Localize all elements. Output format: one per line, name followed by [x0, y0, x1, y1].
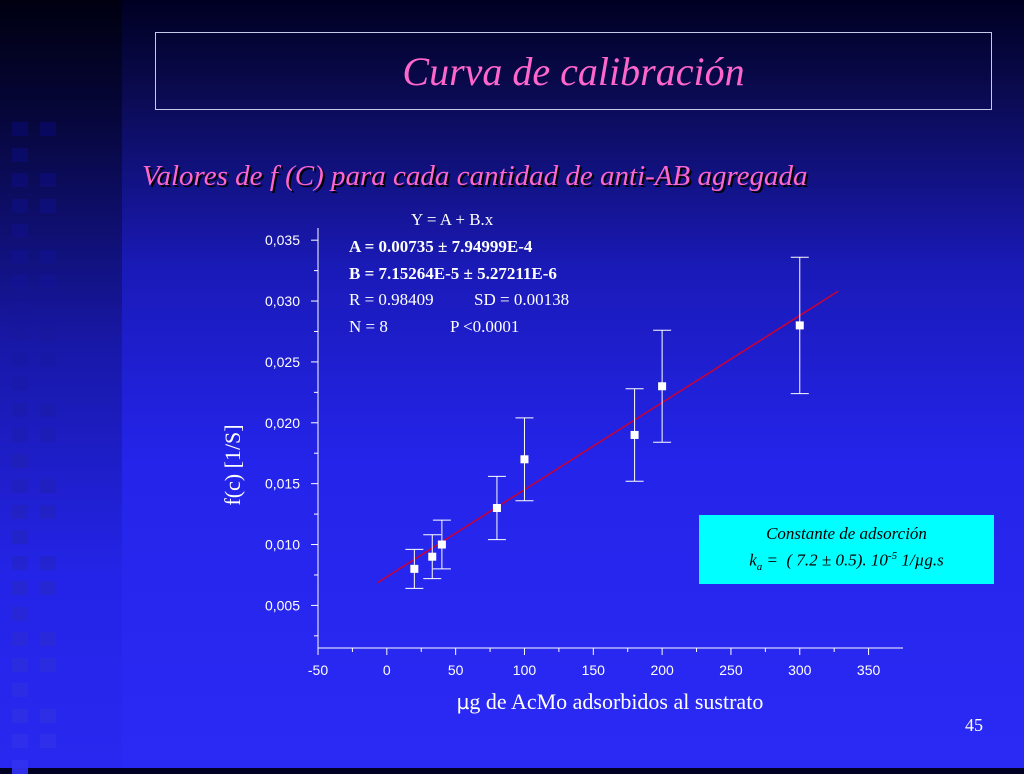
- data-point: [630, 430, 639, 439]
- decorative-square: [12, 632, 28, 646]
- decorative-square: [40, 632, 56, 646]
- y-tick-label: 0,030: [265, 293, 300, 309]
- y-tick-label: 0,010: [265, 537, 300, 553]
- decorative-square: [12, 249, 28, 264]
- y-tick-label: 0,020: [265, 415, 300, 431]
- constant-number: ( 7.2 ± 0.5). 10: [786, 550, 888, 570]
- data-marks: [376, 256, 839, 589]
- fit-n: N = 8: [349, 317, 388, 336]
- decorative-square: [12, 683, 28, 697]
- decorative-square: [12, 530, 28, 544]
- decorative-square: [12, 606, 28, 621]
- decorative-square: [12, 300, 28, 315]
- decorative-square: [12, 326, 28, 340]
- fit-p: P <0.0001: [450, 317, 519, 336]
- fit-result-box: Y = A + B.x A = 0.00735 ± 7.94999E-4 B =…: [349, 210, 569, 336]
- fit-param-b: B = 7.15264E-5 ± 5.27211E-6: [349, 264, 557, 283]
- y-tick-label: 0,005: [265, 597, 300, 613]
- decorative-square: [40, 122, 56, 136]
- decorative-square: [12, 504, 28, 519]
- decorative-square: [40, 249, 56, 264]
- decorative-square: [12, 377, 28, 391]
- y-tick-label: 0,015: [265, 476, 300, 492]
- decorative-square: [12, 453, 28, 468]
- data-point: [492, 504, 501, 512]
- x-axis-label-mu: µ: [457, 690, 470, 714]
- decorative-square: [12, 351, 28, 366]
- decorative-square: [12, 708, 28, 723]
- y-axis-label: f(c) [1/S]: [220, 424, 245, 505]
- decorative-square: [12, 173, 28, 187]
- k-symbol: k: [749, 550, 757, 570]
- data-point: [410, 564, 419, 573]
- x-tick-label: 350: [857, 662, 881, 678]
- unit-suffix: g.s: [924, 550, 944, 570]
- decorative-square: [12, 275, 28, 289]
- decorative-square: [12, 734, 28, 748]
- decorative-square: [12, 402, 28, 417]
- y-tick-label: 0,025: [265, 354, 300, 370]
- decorative-square: [40, 198, 56, 213]
- decorative-square: [12, 122, 28, 136]
- title-box: Curva de calibración: [155, 32, 992, 110]
- adsorption-constant-title: Constante de adsorción: [766, 524, 927, 543]
- x-axis-label: µg de AcMo adsorbidos al sustrato: [457, 689, 764, 714]
- decorative-square: [12, 224, 28, 238]
- decorative-square: [40, 708, 56, 723]
- decorative-square: [40, 581, 56, 595]
- decorative-square: [40, 275, 56, 289]
- decorative-square: [12, 198, 28, 213]
- x-tick-label: 50: [448, 662, 464, 678]
- page-title: Curva de calibración: [402, 48, 745, 94]
- decorative-square: [12, 147, 28, 162]
- data-point: [428, 552, 437, 561]
- x-tick-label: 300: [788, 662, 812, 678]
- y-tick-label: 0,035: [265, 232, 300, 248]
- data-point: [658, 382, 667, 391]
- decorative-square: [40, 351, 56, 366]
- data-point: [437, 540, 446, 549]
- decorative-square: [12, 657, 28, 672]
- fit-r: R = 0.98409: [349, 290, 434, 309]
- constant-exponent: -5: [887, 550, 898, 562]
- decorative-square: [40, 734, 56, 748]
- k-subscript: a: [756, 561, 763, 574]
- fit-sd: SD = 0.00138: [474, 290, 569, 309]
- x-tick-label: 100: [513, 662, 537, 678]
- decorative-square: [12, 428, 28, 442]
- equals-sign: =: [766, 550, 779, 570]
- decorative-square: [40, 555, 56, 570]
- decorative-square: [40, 479, 56, 493]
- x-tick-label: 150: [582, 662, 606, 678]
- decorative-square: [40, 504, 56, 519]
- x-tick-label: -50: [308, 662, 328, 678]
- unit-mu: µ: [914, 550, 925, 570]
- data-point: [795, 321, 804, 330]
- decorative-square: [12, 581, 28, 595]
- fit-param-a: A = 0.00735 ± 7.94999E-4: [349, 237, 533, 256]
- decorative-square: [40, 326, 56, 340]
- decorative-square: [12, 479, 28, 493]
- chart-axes: [317, 228, 903, 649]
- x-tick-label: 200: [650, 662, 674, 678]
- decorative-square: [40, 173, 56, 187]
- x-axis-label-text: g de AcMo adsorbidos al sustrato: [469, 689, 763, 714]
- fit-equation: Y = A + B.x: [411, 210, 494, 229]
- chart-subtitle: Valores de f (C) para cada cantidad de a…: [142, 160, 808, 192]
- decorative-square: [40, 402, 56, 417]
- decorative-square: [40, 428, 56, 442]
- unit-prefix: 1/: [901, 550, 915, 570]
- decorative-square: [12, 555, 28, 570]
- data-point: [520, 455, 529, 464]
- fit-line: [376, 290, 839, 584]
- page-number: 45: [965, 715, 983, 735]
- decorative-square: [40, 657, 56, 672]
- axis-ticks: -50 0 50 100 150 200 250 300 350 0,005 0,010 0,015 0…: [265, 232, 881, 678]
- x-tick-label: 0: [383, 662, 391, 678]
- adsorption-constant-value: ka = ( 7.2 ± 0.5). 10-5 1/µg.s: [699, 550, 994, 573]
- x-tick-label: 250: [719, 662, 743, 678]
- adsorption-constant-box: Constante de adsorción ka = ( 7.2 ± 0.5)…: [699, 515, 994, 584]
